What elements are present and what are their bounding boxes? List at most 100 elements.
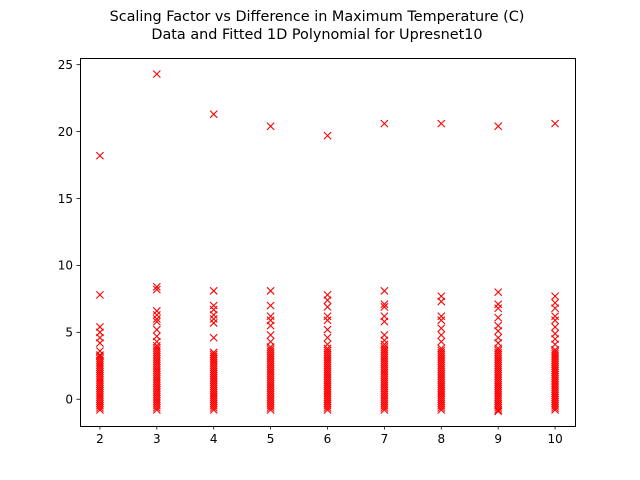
data-point xyxy=(209,333,218,342)
data-points xyxy=(95,70,560,416)
data-point xyxy=(323,344,332,353)
data-point xyxy=(380,343,389,352)
data-point xyxy=(551,340,560,349)
data-point xyxy=(437,316,446,325)
plot-frame xyxy=(80,58,576,427)
data-point xyxy=(380,302,389,311)
data-point xyxy=(437,331,446,339)
data-point xyxy=(95,151,104,160)
data-point xyxy=(209,348,218,357)
data-point xyxy=(380,336,389,345)
data-point xyxy=(437,324,446,333)
data-point xyxy=(209,314,218,323)
y-tick-label: 15 xyxy=(58,192,73,206)
data-point xyxy=(266,286,275,295)
data-point xyxy=(209,301,218,310)
y-tick-label: 10 xyxy=(58,259,73,273)
data-point xyxy=(494,327,503,335)
data-point xyxy=(95,290,104,299)
data-point xyxy=(323,346,332,355)
data-point xyxy=(323,296,332,305)
data-point xyxy=(551,312,560,321)
data-point xyxy=(437,312,446,321)
data-point xyxy=(152,70,161,79)
data-point xyxy=(209,318,218,327)
data-point xyxy=(437,297,446,306)
data-point xyxy=(323,312,332,321)
data-point xyxy=(323,131,332,140)
data-point xyxy=(551,316,560,325)
x-tick-label: 6 xyxy=(324,432,332,446)
data-point xyxy=(551,322,560,331)
data-point xyxy=(494,346,503,355)
data-point xyxy=(551,304,560,313)
data-point xyxy=(95,351,104,360)
data-point xyxy=(209,310,218,319)
data-point xyxy=(152,310,161,319)
x-tick-label: 9 xyxy=(494,432,502,446)
data-point xyxy=(152,306,161,315)
data-point xyxy=(152,325,161,334)
data-point xyxy=(266,321,275,330)
data-point xyxy=(152,343,161,352)
data-point xyxy=(380,286,389,295)
data-point xyxy=(266,301,275,310)
x-tick-label: 2 xyxy=(96,432,104,446)
data-point xyxy=(323,340,332,349)
data-point xyxy=(209,110,218,119)
data-point xyxy=(494,304,503,313)
data-point xyxy=(494,313,503,322)
data-point xyxy=(95,339,104,348)
data-point xyxy=(266,312,275,321)
data-point xyxy=(437,344,446,353)
y-tick-label: 25 xyxy=(58,58,73,72)
x-tick-label: 10 xyxy=(547,432,562,446)
data-point xyxy=(437,346,446,355)
data-point xyxy=(323,325,332,334)
data-point xyxy=(551,292,560,301)
data-point xyxy=(266,122,275,131)
y-tick-label: 20 xyxy=(58,125,73,139)
data-point xyxy=(494,288,503,297)
data-point xyxy=(152,285,161,294)
x-tick-label: 4 xyxy=(210,432,218,446)
x-tick-label: 7 xyxy=(381,432,389,446)
x-tick-label: 8 xyxy=(437,432,445,446)
data-point xyxy=(152,341,161,350)
data-point xyxy=(152,317,161,326)
data-point xyxy=(494,407,503,416)
data-point xyxy=(494,300,503,309)
data-point xyxy=(152,314,161,323)
data-point xyxy=(437,337,446,346)
data-point xyxy=(380,317,389,326)
y-tick-label: 5 xyxy=(65,326,73,340)
data-point xyxy=(152,282,161,291)
data-point xyxy=(209,350,218,359)
x-axis: 2 3 4 5 6 7 8 9 10 xyxy=(96,426,563,446)
chart-title: Scaling Factor vs Difference in Maximum … xyxy=(110,9,525,25)
data-point xyxy=(551,119,560,128)
data-point xyxy=(323,316,332,325)
data-point xyxy=(95,354,104,363)
y-tick-label: 0 xyxy=(65,393,73,407)
data-point xyxy=(152,337,161,346)
data-point xyxy=(380,300,389,309)
data-point xyxy=(380,340,389,349)
data-point xyxy=(494,122,503,131)
data-point xyxy=(266,331,275,339)
chart-subtitle: Data and Fitted 1D Polynomial for Upresn… xyxy=(151,27,482,43)
data-point xyxy=(323,333,332,342)
data-point xyxy=(323,302,332,311)
data-point xyxy=(437,119,446,128)
x-tick-label: 5 xyxy=(267,432,275,446)
data-point xyxy=(551,347,560,356)
data-point xyxy=(266,337,275,346)
y-axis: 0 5 10 15 20 25 xyxy=(58,58,80,407)
data-point xyxy=(380,119,389,128)
data-point xyxy=(209,286,218,295)
x-tick-label: 3 xyxy=(153,432,161,446)
data-point xyxy=(95,347,104,356)
data-point xyxy=(494,339,503,348)
data-point xyxy=(266,345,275,354)
